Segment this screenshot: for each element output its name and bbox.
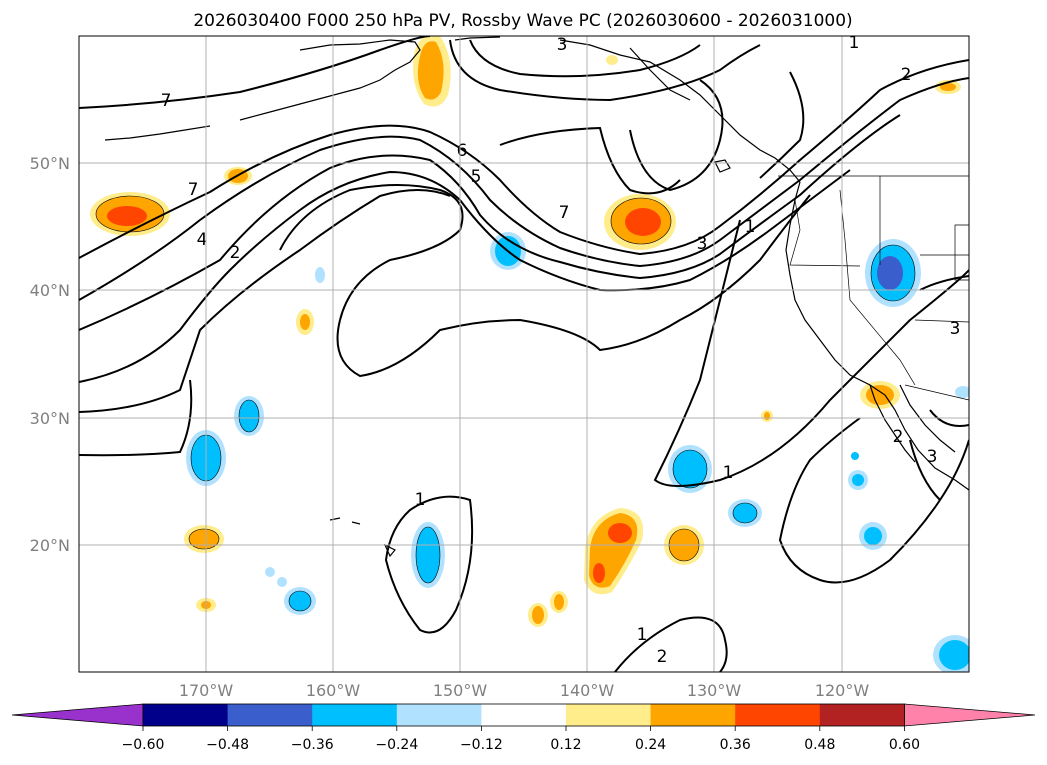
negative-anomaly-25N-131W xyxy=(668,445,712,493)
lon-label-120: 120°W xyxy=(815,681,870,700)
positive-anomaly-15N-143W xyxy=(528,591,568,627)
contour-labels: 3 1 2 7 6 5 7 7 4 2 3 1 3 1 1 1 2 2 3 xyxy=(161,33,961,667)
longitude-labels: 170°W 160°W 150°W 140°W 130°W 120°W xyxy=(179,681,870,700)
colorbar-tick-label: 0.48 xyxy=(804,737,835,753)
contour-label: 3 xyxy=(557,35,568,55)
negative-anomaly-21N-117W xyxy=(859,522,887,550)
colorbar-segment xyxy=(143,704,229,726)
positive-anomaly-20N-170W xyxy=(184,525,224,553)
negative-anomaly-29N-167W xyxy=(234,396,264,436)
colorbar: −0.60 −0.48 −0.36 −0.24 −0.12 0.12 0.24 0.36 0.4… xyxy=(11,703,1036,753)
lon-label-160: 160°W xyxy=(306,681,361,700)
colorbar-tick-label: −0.24 xyxy=(375,737,418,753)
colorbar-segment xyxy=(312,704,398,726)
colorbar-tick-label: 0.12 xyxy=(550,737,581,753)
gridlines xyxy=(79,36,969,672)
colorbar-extend-max xyxy=(904,703,1036,727)
contour-label: 2 xyxy=(230,243,241,263)
colorbar-outline xyxy=(142,703,905,727)
lat-label-50: 50°N xyxy=(30,154,70,173)
colorbar-tick-label: −0.36 xyxy=(291,737,334,753)
contour-label: 1 xyxy=(415,490,426,510)
latitude-labels: 50°N 40°N 30°N 20°N xyxy=(30,154,70,555)
contour-label: 3 xyxy=(927,447,938,467)
lon-label-130: 130°W xyxy=(687,681,742,700)
colorbar-tick-label: 0.60 xyxy=(889,737,920,753)
contour-label: 4 xyxy=(197,230,208,250)
colorbar-segment xyxy=(566,704,652,726)
contour-label: 7 xyxy=(559,203,570,223)
negative-anomaly-small xyxy=(265,267,969,587)
lon-label-150: 150°W xyxy=(433,681,488,700)
lat-label-20: 20°N xyxy=(30,536,70,555)
contour-label: 6 xyxy=(457,141,468,161)
positive-anomaly-45N-172W xyxy=(90,192,170,236)
colorbar-tick-label: 0.36 xyxy=(720,737,751,753)
colorbar-segment xyxy=(735,704,821,726)
positive-anomaly-37N-162W xyxy=(296,309,314,335)
lat-label-30: 30°N xyxy=(30,409,70,428)
colorbar-tick-label: −0.48 xyxy=(206,737,249,753)
political-borders xyxy=(778,175,969,401)
contour-label: 1 xyxy=(723,463,734,483)
negative-anomaly-41N-117W xyxy=(865,239,921,307)
colorbar-segment xyxy=(481,704,567,726)
positive-anomaly-45N-135W xyxy=(604,194,676,250)
contour-label: 5 xyxy=(471,167,482,187)
contour-label: 3 xyxy=(950,319,961,339)
colorbar-tick-label: −0.60 xyxy=(122,737,165,753)
lon-label-140: 140°W xyxy=(560,681,615,700)
positive-anomaly-58N-152W xyxy=(413,36,451,107)
contour-label: 7 xyxy=(188,180,199,200)
contour-label: 7 xyxy=(161,91,172,111)
lat-label-40: 40°N xyxy=(30,281,70,300)
lon-label-170: 170°W xyxy=(179,681,234,700)
positive-anomaly-32N-117W xyxy=(860,381,900,409)
colorbar-segment xyxy=(396,704,482,726)
contour-label: 2 xyxy=(893,427,904,447)
map-panel: 3 1 2 7 6 5 7 7 4 2 3 1 3 1 1 1 2 2 3 xyxy=(79,33,969,672)
shading-outlines xyxy=(95,195,916,612)
positive-anomaly-20N-138W xyxy=(584,508,644,595)
map-frame xyxy=(78,35,970,673)
contour-label: 2 xyxy=(657,647,668,667)
colorbar-segment xyxy=(650,704,736,726)
colorbar-segment xyxy=(819,704,905,726)
contour-label: 1 xyxy=(637,625,648,645)
contour-label: 1 xyxy=(745,217,756,237)
negative-anomaly-19N-152W xyxy=(411,522,445,588)
colorbar-segment xyxy=(227,704,313,726)
chart-title: 2026030400 F000 250 hPa PV, Rossby Wave … xyxy=(193,11,852,31)
map-background xyxy=(79,36,969,672)
contour-label: 2 xyxy=(901,65,912,85)
colorbar-extend-min xyxy=(11,703,144,727)
contour-label: 3 xyxy=(697,234,708,254)
colorbar-tick-label: 0.24 xyxy=(635,737,666,753)
colorbar-tick-label: −0.12 xyxy=(460,737,503,753)
contour-label: 1 xyxy=(849,33,860,53)
negative-anomaly-12N-111W xyxy=(933,635,969,672)
